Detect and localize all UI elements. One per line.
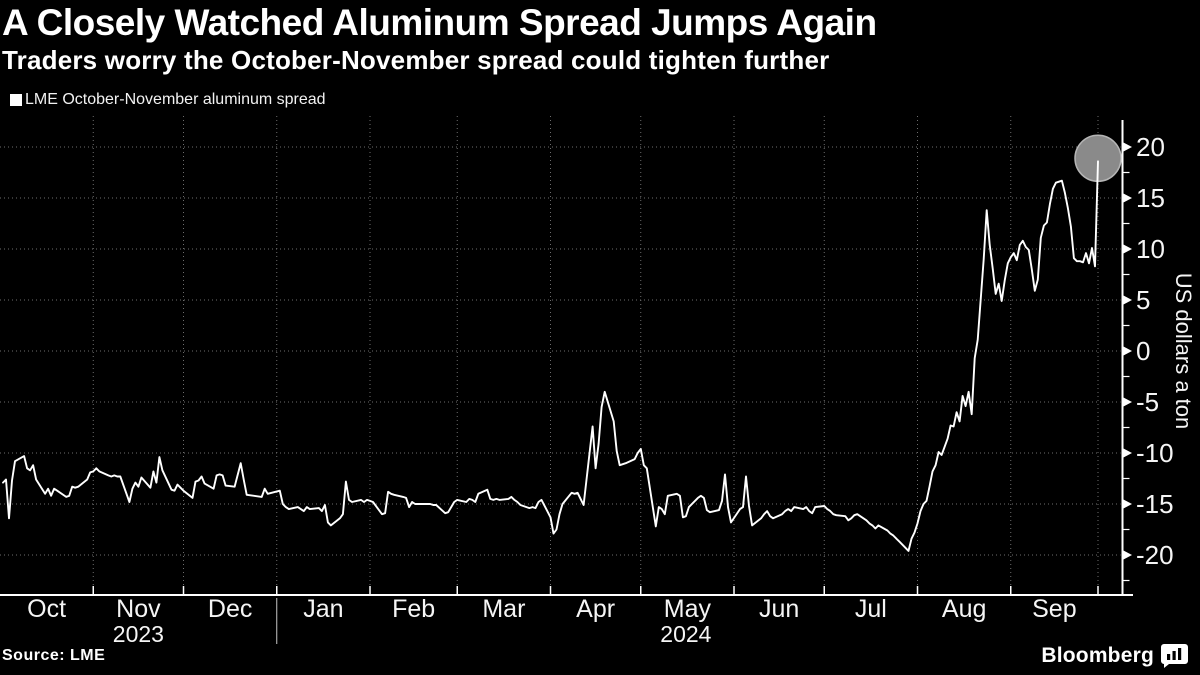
y-tick-label: -15 (1136, 489, 1174, 519)
bloomberg-terminal-icon (1161, 644, 1188, 668)
x-tick-label: Nov (116, 595, 161, 623)
y-tick-arrow-icon (1122, 448, 1132, 458)
y-tick-label: 10 (1136, 234, 1165, 264)
x-tick-label: Jun (759, 595, 799, 623)
x-tick-label: May (664, 595, 712, 623)
y-tick-label: -5 (1136, 387, 1159, 417)
horizontal-gridlines (0, 146, 1121, 556)
bloomberg-wordmark: Bloomberg (1041, 644, 1154, 667)
y-tick-arrow-icon (1122, 499, 1132, 509)
legend-swatch-icon (10, 94, 22, 106)
x-tick-label: Sep (1032, 595, 1076, 623)
spread-line (2, 160, 1099, 552)
x-tick-label: Dec (208, 595, 252, 623)
legend: LME October-November aluminum spread (10, 91, 326, 109)
x-tick-label: Mar (482, 595, 525, 623)
x-tick-label: Oct (27, 595, 66, 623)
page-title: A Closely Watched Aluminum Spread Jumps … (2, 2, 877, 43)
x-tick-label: Apr (576, 595, 615, 623)
y-tick-arrow-icon (1122, 193, 1132, 203)
year-label: 2023 (113, 621, 164, 647)
y-tick-label: 15 (1136, 183, 1165, 213)
source-credit: Source: LME (2, 647, 106, 664)
y-tick-arrow-icon (1122, 295, 1132, 305)
y-tick-label: -20 (1136, 540, 1174, 570)
x-tick-label: Aug (942, 595, 986, 623)
x-tick-label: Feb (392, 595, 435, 623)
page-subtitle: Traders worry the October-November sprea… (2, 45, 830, 75)
vertical-gridlines (92, 116, 1099, 594)
y-tick-arrow-icon (1122, 142, 1132, 152)
y-axis-labels: 20 15 10 5 0 -5 -10 -15 -20 (1122, 132, 1174, 582)
y-tick-label: 0 (1136, 336, 1150, 366)
y-tick-label: -10 (1136, 438, 1174, 468)
x-tick-label: Jan (303, 595, 343, 623)
year-label: 2024 (660, 621, 711, 647)
y-tick-arrow-icon (1122, 346, 1132, 356)
y-tick-arrow-icon (1122, 550, 1132, 560)
bloomberg-logo: Bloomberg (1041, 644, 1188, 668)
y-tick-arrow-icon (1122, 397, 1132, 407)
y-axis-title: US dollars a ton (1171, 273, 1196, 430)
y-tick-arrow-icon (1122, 244, 1132, 254)
x-axis-labels: Oct Nov Dec Jan Feb Mar Apr May Jun Jul Aug Sep 2023… (27, 595, 1076, 647)
y-tick-label: 20 (1136, 132, 1165, 162)
x-tick-label: Jul (855, 595, 887, 623)
legend-label: LME October-November aluminum spread (25, 91, 326, 108)
y-tick-label: 5 (1136, 285, 1150, 315)
axes (0, 120, 1133, 596)
